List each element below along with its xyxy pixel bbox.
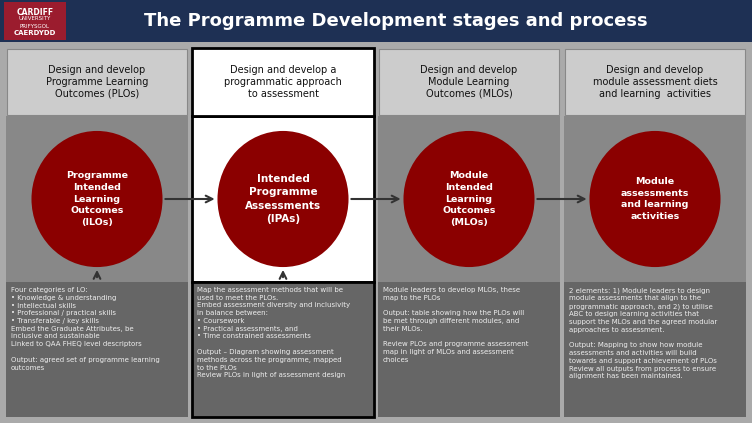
Text: The Programme Development stages and process: The Programme Development stages and pro… <box>144 12 647 30</box>
Ellipse shape <box>404 131 535 267</box>
Text: Design and develop
Programme Learning
Outcomes (PLOs): Design and develop Programme Learning Ou… <box>46 66 148 99</box>
Text: PRIFYSGOL: PRIFYSGOL <box>20 24 50 29</box>
FancyBboxPatch shape <box>379 49 559 115</box>
FancyBboxPatch shape <box>192 282 374 417</box>
Text: CARDIFF: CARDIFF <box>17 8 53 17</box>
Text: Design and develop
Module Learning
Outcomes (MLOs): Design and develop Module Learning Outco… <box>420 66 517 99</box>
Text: 2 elements: 1) Module leaders to design
module assessments that align to the
pro: 2 elements: 1) Module leaders to design … <box>569 287 717 379</box>
Ellipse shape <box>217 131 348 267</box>
Text: UNIVERSITY: UNIVERSITY <box>19 16 51 21</box>
FancyBboxPatch shape <box>6 282 188 417</box>
Text: Design and develop
module assessment diets
and learning  activities: Design and develop module assessment die… <box>593 66 717 99</box>
FancyBboxPatch shape <box>6 116 188 282</box>
FancyBboxPatch shape <box>7 49 187 115</box>
Ellipse shape <box>590 131 720 267</box>
FancyBboxPatch shape <box>4 2 66 40</box>
Text: Design and develop a
programmatic approach
to assessment: Design and develop a programmatic approa… <box>224 66 342 99</box>
FancyBboxPatch shape <box>192 116 374 282</box>
Text: Module
assessments
and learning
activities: Module assessments and learning activiti… <box>621 177 689 221</box>
FancyBboxPatch shape <box>0 0 752 42</box>
FancyBboxPatch shape <box>564 282 746 417</box>
FancyBboxPatch shape <box>378 282 560 417</box>
Text: Module
Intended
Learning
Outcomes
(MLOs): Module Intended Learning Outcomes (MLOs) <box>442 171 496 227</box>
Text: Programme
Intended
Learning
Outcomes
(ILOs): Programme Intended Learning Outcomes (IL… <box>66 171 128 227</box>
Text: Four categories of LO:
• Knowledge & understanding
• Intellectual skills
• Profe: Four categories of LO: • Knowledge & und… <box>11 287 159 371</box>
Ellipse shape <box>32 131 162 267</box>
Text: Intended
Programme
Assessments
(IPAs): Intended Programme Assessments (IPAs) <box>245 174 321 224</box>
FancyBboxPatch shape <box>378 116 560 282</box>
FancyBboxPatch shape <box>565 49 745 115</box>
Text: CAERDYDD: CAERDYDD <box>14 30 56 36</box>
FancyBboxPatch shape <box>564 116 746 282</box>
Text: Module leaders to develop MLOs, these
map to the PLOs

Output: table showing how: Module leaders to develop MLOs, these ma… <box>383 287 529 363</box>
Text: Map the assessment methods that will be
used to meet the PLOs.
Embed assessment : Map the assessment methods that will be … <box>197 287 350 378</box>
FancyBboxPatch shape <box>192 48 374 116</box>
